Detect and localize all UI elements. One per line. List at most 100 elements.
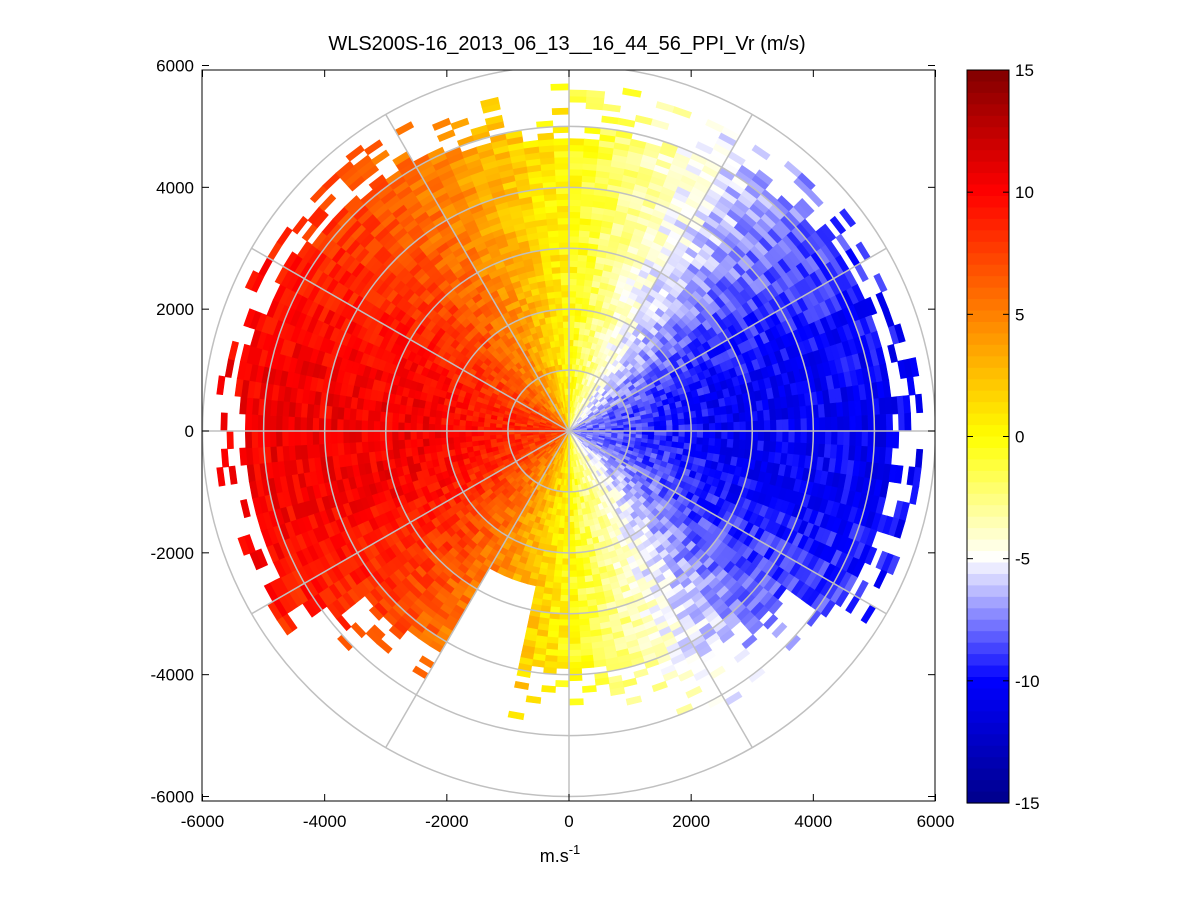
velocity-cell [569,291,576,297]
velocity-cell [569,236,579,242]
velocity-cell [569,626,580,632]
velocity-cell [569,260,578,266]
velocity-cell [422,423,428,431]
velocity-cell [404,431,410,440]
velocity-cell [355,431,361,442]
velocity-cell [564,522,569,528]
velocity-cell [410,431,416,439]
velocity-cell [417,439,424,447]
velocity-cell [757,441,764,452]
velocity-cell [551,595,560,602]
velocity-cell [306,417,313,431]
velocity-cell [569,565,576,571]
velocity-cell [245,414,252,431]
velocity-cell [856,431,863,446]
velocity-cell [595,678,609,686]
velocity-cell [574,534,580,541]
velocity-cell [758,421,764,431]
velocity-cell [429,431,435,438]
velocity-cell [276,431,283,446]
velocity-cell [569,541,575,547]
velocity-cell [454,443,461,450]
velocity-cell [697,424,703,431]
velocity-cell [569,638,580,644]
velocity-cell [819,431,825,444]
velocity-cell [569,547,575,553]
velocity-cell [429,416,436,424]
velocity-cell [795,431,801,443]
velocity-cell [435,424,441,431]
velocity-cell [398,422,404,431]
velocity-cell [410,439,417,448]
velocity-cell [722,423,728,431]
velocity-cell [678,413,685,420]
velocity-cell [709,438,716,446]
velocity-cell [453,437,460,443]
velocity-cell [490,435,496,440]
velocity-cell [573,498,577,504]
velocity-cell [560,595,569,601]
velocity-cell [221,449,229,467]
velocity-cell [398,440,405,449]
velocity-cell [576,297,583,304]
velocity-cell [903,395,911,413]
velocity-cell [569,303,576,309]
velocity-cell [579,625,590,632]
velocity-cell [532,660,545,668]
velocity-cell [466,441,473,447]
velocity-cell [294,417,301,431]
velocity-cell [251,414,258,431]
velocity-cell [423,438,430,446]
velocity-cell [245,431,252,448]
velocity-cell [642,423,648,428]
velocity-cell [569,285,577,291]
velocity-cell [459,436,466,442]
velocity-cell [556,680,569,687]
velocity-cell [584,139,600,146]
velocity-cell [569,601,578,607]
velocity-cell [300,431,307,445]
velocity-cell [661,426,667,431]
velocity-cell [844,431,851,446]
velocity-cell [578,255,588,262]
velocity-cell [562,565,569,571]
velocity-cell [251,431,258,448]
velocity-cell [880,431,887,448]
velocity-cell [557,650,569,656]
velocity-cell [349,420,355,432]
velocity-cell [764,421,770,432]
velocity-cell [404,439,411,448]
velocity-cell [355,420,361,431]
velocity-cell [667,431,673,436]
velocity-cell [471,421,478,426]
velocity-cell [691,424,697,431]
velocity-cell [423,416,430,424]
velocity-cell [831,431,838,445]
velocity-cell [679,425,685,431]
velocity-cell [569,595,578,601]
velocity-cell [740,422,746,431]
velocity-cell [654,421,661,426]
velocity-cell [636,423,642,427]
velocity-cell [587,90,605,98]
velocity-cell [552,589,561,596]
velocity-cell [660,421,667,426]
velocity-cell [722,431,728,439]
velocity-cell [569,589,578,595]
velocity-cell [577,279,585,286]
velocity-cell [569,90,587,97]
velocity-cell [343,431,349,443]
velocity-cell [579,619,590,626]
velocity-cell [569,279,577,285]
velocity-cell [807,431,813,444]
velocity-cell [392,431,398,440]
velocity-cell [361,420,367,431]
velocity-cell [569,224,580,230]
velocity-cell [447,425,453,431]
velocity-cell [417,415,424,423]
velocity-cell [453,419,460,425]
velocity-cell [685,425,691,431]
velocity-cell [374,411,381,422]
